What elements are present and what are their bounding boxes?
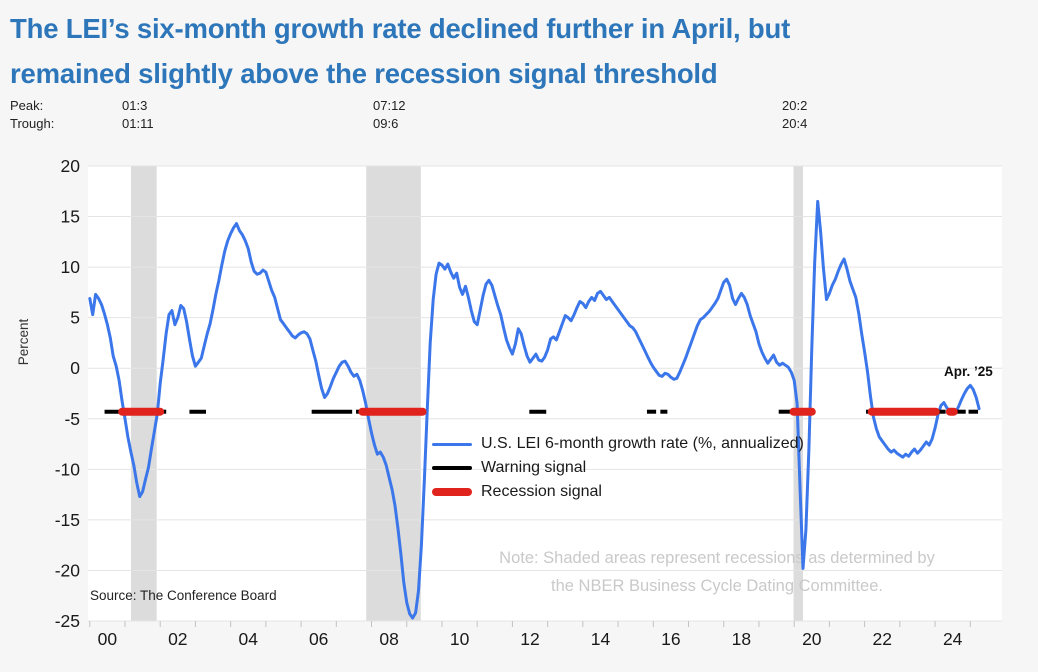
- chart-title: The LEI’s six-month growth rate declined…: [10, 6, 1020, 96]
- x-axis-tick-label: 06: [309, 629, 328, 649]
- y-axis-tick-label: -20: [55, 560, 81, 580]
- legend-label-recession-signal: Recession signal: [481, 483, 602, 500]
- y-axis-tick-label: 5: [70, 308, 80, 328]
- source-attribution: Source: The Conference Board: [90, 588, 277, 603]
- x-axis-tick-label: 14: [591, 629, 611, 649]
- chart-title-line1: The LEI’s six-month growth rate declined…: [10, 13, 791, 44]
- nber-note-line2: the NBER Business Cycle Dating Committee…: [551, 577, 883, 595]
- y-axis-tick-label: -10: [55, 459, 81, 479]
- legend: U.S. LEI 6-month growth rate (%, annuali…: [432, 432, 804, 504]
- x-axis-tick-label: 22: [873, 629, 892, 649]
- legend-label-lei-line: U.S. LEI 6-month growth rate (%, annuali…: [481, 435, 804, 452]
- peak-date: 01:3: [122, 98, 148, 113]
- recession-band: [793, 166, 803, 621]
- last-point-annotation: Apr. ’25: [944, 364, 993, 379]
- x-axis-tick-label: 18: [732, 629, 751, 649]
- x-axis-tick-label: 20: [802, 629, 822, 649]
- legend-item-warning-signal: Warning signal: [432, 456, 804, 480]
- trough-date: 09:6: [373, 116, 399, 131]
- y-axis-tick-label: -25: [55, 611, 80, 631]
- y-axis-tick-label: 10: [61, 257, 81, 277]
- chart-data-layer: [88, 199, 981, 620]
- recession-signal-swatch: [432, 488, 472, 496]
- y-axis-tick-label: 20: [61, 156, 81, 176]
- y-axis-tick-label: -15: [55, 510, 80, 530]
- x-axis-tick-label: 16: [661, 629, 680, 649]
- y-axis-title: Percent: [16, 318, 31, 365]
- x-axis-tick-label: 10: [450, 629, 470, 649]
- y-axis-tick-label: -5: [64, 409, 80, 429]
- peak-label: Peak:: [10, 98, 44, 113]
- legend-label-warning-signal: Warning signal: [481, 459, 587, 476]
- legend-item-lei-line: U.S. LEI 6-month growth rate (%, annuali…: [432, 432, 804, 456]
- recession-band: [366, 166, 421, 621]
- trough-label: Trough:: [10, 116, 55, 131]
- y-axis-tick-label: 0: [70, 358, 80, 378]
- lei-growth-line: [88, 199, 981, 620]
- peak-date: 07:12: [373, 98, 406, 113]
- recession-band: [130, 166, 157, 621]
- x-axis-tick-label: 08: [379, 629, 398, 649]
- nber-note-line1: Note: Shaded areas represent recessions …: [499, 549, 935, 567]
- x-axis-tick-label: 24: [943, 629, 963, 649]
- lei-line-swatch: [432, 442, 472, 446]
- warning-signal-swatch: [432, 466, 472, 470]
- legend-item-recession-signal: Recession signal: [432, 480, 804, 504]
- x-axis-tick-label: 00: [98, 629, 118, 649]
- x-axis-tick-label: 12: [520, 629, 539, 649]
- plot-area: [88, 166, 1002, 621]
- trough-date: 01:11: [122, 116, 154, 131]
- trough-date: 20:4: [782, 116, 808, 131]
- peak-trough-labels: Peak: Trough:: [10, 97, 54, 133]
- recession-dates-2001: 01:3 01:11: [122, 97, 154, 133]
- chart-title-line2: remained slightly above the recession si…: [10, 58, 718, 89]
- x-axis-tick-label: 04: [239, 629, 259, 649]
- peak-date: 20:2: [782, 98, 808, 113]
- x-axis-tick-label: 02: [168, 629, 187, 649]
- y-axis-tick-label: 15: [61, 207, 80, 227]
- recession-dates-2008: 07:12 09:6: [373, 97, 406, 133]
- recession-dates-2020: 20:2 20:4: [782, 97, 807, 133]
- chart-background-layer: 20 15 10 5 0 -5 -10 -15 -20 -25 00 02 04 06 08 10 12 14 16…: [16, 156, 1002, 649]
